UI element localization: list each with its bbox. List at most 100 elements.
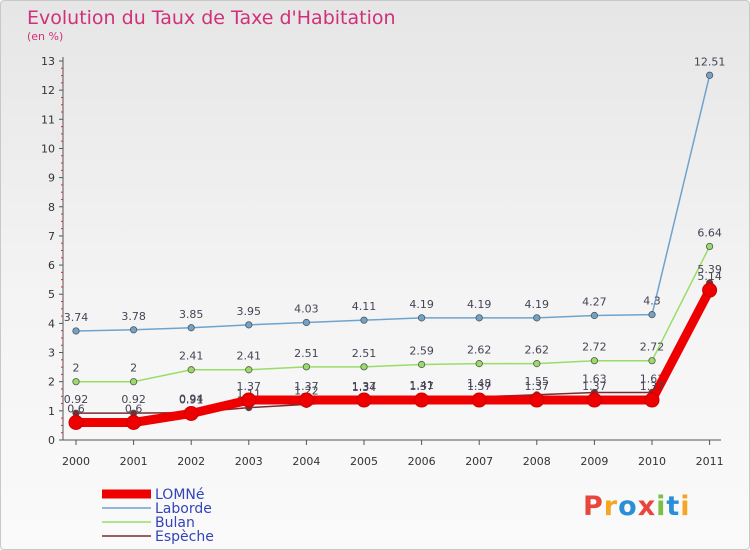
data-point <box>533 360 541 368</box>
data-label: 2.62 <box>525 344 550 357</box>
data-point <box>705 71 714 79</box>
data-label: 3.74 <box>64 311 89 324</box>
data-point <box>586 392 602 408</box>
data-label: 3.85 <box>179 308 204 321</box>
data-point <box>644 392 660 408</box>
chart-subtitle: (en %) <box>27 30 64 43</box>
data-point <box>126 415 142 431</box>
logo-letter: o <box>618 491 638 522</box>
y-tick-label: 2 <box>48 376 55 389</box>
data-label: 6.64 <box>697 226 722 239</box>
data-label: 1.48 <box>467 377 492 390</box>
data-label: 2.59 <box>409 344 434 357</box>
data-point <box>130 378 138 386</box>
data-label: 4.03 <box>294 303 319 316</box>
data-label: 12.51 <box>694 55 726 68</box>
data-point <box>648 357 656 365</box>
data-point <box>533 314 541 322</box>
x-tick-label: 2000 <box>62 455 90 468</box>
series-line-Espèche <box>76 282 711 414</box>
y-tick-label: 9 <box>48 172 55 185</box>
proxiti-logo: Proxiti <box>583 491 691 522</box>
data-label: 1.41 <box>409 379 434 392</box>
data-point <box>298 392 314 408</box>
data-label: 0.92 <box>64 393 89 406</box>
data-point <box>475 360 483 368</box>
y-tick-label: 4 <box>48 317 55 330</box>
data-label: 4.27 <box>582 296 607 309</box>
y-tick-label: 11 <box>41 113 55 126</box>
y-tick-label: 10 <box>41 142 55 155</box>
legend-label: Laborde <box>155 501 212 517</box>
series-line-Laborde <box>75 75 711 332</box>
data-point <box>68 415 84 431</box>
logo-letter: x <box>637 491 657 522</box>
data-point <box>245 321 253 329</box>
data-label: 4.3 <box>643 295 661 308</box>
x-tick-label: 2010 <box>638 455 666 468</box>
data-label: 4.11 <box>352 300 377 313</box>
y-tick-label: 3 <box>48 347 55 360</box>
data-label: 3.78 <box>121 310 146 323</box>
legend-label: Espèche <box>155 529 214 545</box>
data-point <box>360 363 368 371</box>
x-tick-label: 2005 <box>350 455 378 468</box>
data-point <box>245 366 253 374</box>
data-label: 2 <box>73 362 80 375</box>
data-point <box>302 363 310 371</box>
data-point <box>529 392 545 408</box>
data-label: 1.37 <box>467 380 492 393</box>
data-label: 1.37 <box>409 380 434 393</box>
data-label: 5.39 <box>697 263 722 276</box>
data-label: 0.94 <box>179 393 204 406</box>
logo-letter: t <box>666 491 681 522</box>
legend-label: Bulan <box>155 515 195 531</box>
data-label: 4.19 <box>409 298 434 311</box>
data-label: 0.91 <box>179 393 204 406</box>
data-label: 1.37 <box>525 380 550 393</box>
y-tick-label: 0 <box>48 434 55 447</box>
series-line-LOMNé <box>76 288 714 428</box>
data-point <box>183 405 199 421</box>
data-point <box>475 314 483 322</box>
data-label: 3.95 <box>237 305 262 318</box>
logo-letter: P <box>583 491 604 522</box>
data-label: 1.37 <box>640 380 665 393</box>
data-label: 0.92 <box>121 393 146 406</box>
data-label: 4.19 <box>525 298 550 311</box>
data-point <box>414 392 430 408</box>
data-label: 4.19 <box>467 298 492 311</box>
data-point <box>471 392 487 408</box>
y-tick-label: 7 <box>48 230 55 243</box>
x-tick-label: 2002 <box>177 455 205 468</box>
data-point <box>187 324 195 332</box>
series-line-Bulan <box>76 246 711 383</box>
data-point <box>241 392 257 408</box>
logo-letter: r <box>603 491 619 522</box>
x-tick-label: 2004 <box>292 455 320 468</box>
x-tick-label: 2001 <box>120 455 148 468</box>
data-label: 1.34 <box>352 381 377 394</box>
data-point <box>130 326 138 334</box>
data-point <box>356 392 372 408</box>
data-label: 1.37 <box>237 380 262 393</box>
data-label: 1.37 <box>352 380 377 393</box>
y-tick-label: 8 <box>48 201 55 214</box>
y-tick-label: 1 <box>48 405 55 418</box>
data-label: 1.63 <box>582 372 607 385</box>
data-point <box>72 378 80 386</box>
data-label: 2.72 <box>640 341 665 354</box>
data-point <box>302 318 310 327</box>
data-label: 0.6 <box>125 403 143 416</box>
x-tick-label: 2006 <box>408 455 436 468</box>
data-label: 2.72 <box>582 341 607 354</box>
legend-label: LOMNé <box>155 487 205 503</box>
y-tick-label: 5 <box>48 288 55 301</box>
data-label: 2.41 <box>237 350 262 363</box>
data-label: 5.14 <box>697 270 722 283</box>
data-point <box>648 311 656 319</box>
y-tick-label: 13 <box>41 55 55 68</box>
data-point <box>590 311 599 320</box>
